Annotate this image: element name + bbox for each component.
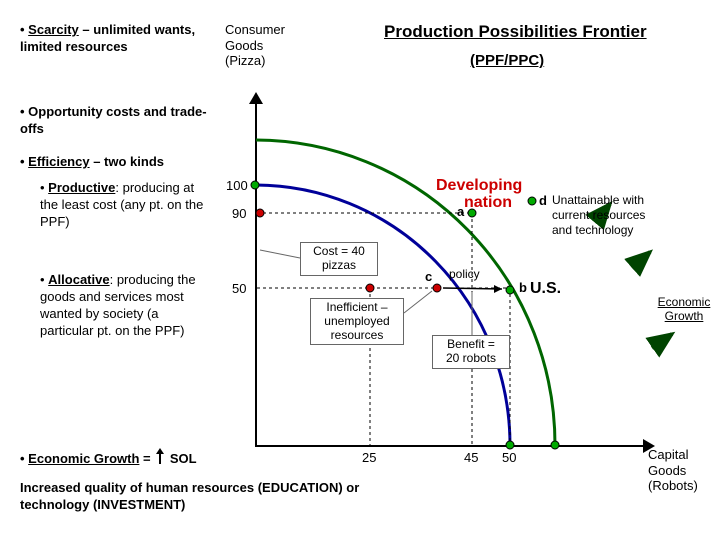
us-label: U.S. [530,280,561,298]
unattainable-text: Unattainable with current resources and … [552,193,702,238]
point-x-outer [551,441,560,450]
point-90 [256,209,265,218]
point-c [433,284,442,293]
callout-benefit: Benefit = 20 robots [432,335,510,369]
point-top [251,181,260,190]
label-b: b [519,280,527,295]
label-c: c [425,269,432,284]
xtick-25: 25 [362,450,376,465]
callout-inefficient: Inefficient – unemployed resources [310,298,404,345]
point-50-inner [366,284,375,293]
callout-cost: Cost = 40 pizzas [300,242,378,276]
point-b [506,286,515,295]
point-d [528,197,537,206]
policy-label: policy [449,267,480,281]
xtick-50: 50 [502,450,516,465]
economic-growth-label: Economic Growth [648,295,720,324]
point-x50 [506,441,515,450]
developing-nation: Developing nation [436,178,522,212]
label-d: d [539,193,547,208]
ytick-100: 100 [226,178,248,193]
ytick-50: 50 [232,281,246,296]
ytick-90: 90 [232,206,246,221]
xtick-45: 45 [464,450,478,465]
